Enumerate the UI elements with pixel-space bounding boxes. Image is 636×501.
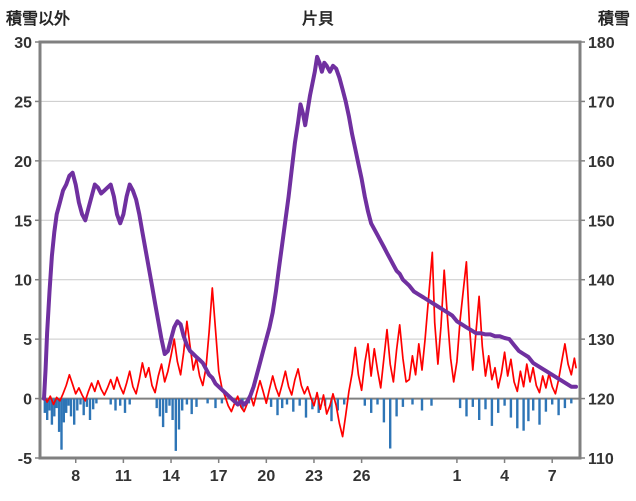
left-axis-tick: 25 — [14, 94, 32, 111]
left-axis-tick: -5 — [18, 451, 32, 468]
x-axis-tick: 26 — [353, 468, 371, 485]
left-axis-tick: 10 — [14, 273, 32, 290]
left-axis-tick: 20 — [14, 154, 32, 171]
x-axis-tick: 23 — [305, 468, 323, 485]
right-axis-tick: 130 — [588, 332, 615, 349]
red-line-series — [43, 251, 577, 438]
x-axis-tick: 17 — [210, 468, 228, 485]
left-axis-tick: 30 — [14, 35, 32, 52]
right-axis-tick: 120 — [588, 392, 615, 409]
x-axis-tick: 20 — [257, 468, 275, 485]
x-axis-tick: 1 — [452, 468, 461, 485]
blue-bars-series — [43, 398, 573, 451]
right-axis-tick: 140 — [588, 273, 615, 290]
right-axis-tick: 160 — [588, 154, 615, 171]
right-axis-tick: 180 — [588, 35, 615, 52]
plot-frame — [38, 40, 582, 460]
series-layer — [42, 54, 578, 451]
x-axis-tick: 4 — [500, 468, 509, 485]
right-axis-tick: 110 — [588, 451, 614, 468]
right-axis-tick: 150 — [588, 213, 615, 230]
left-axis-tick: 5 — [23, 332, 32, 349]
x-axis-tick: 7 — [548, 468, 557, 485]
x-axis-tick: 11 — [115, 468, 132, 485]
purple-line-series — [42, 54, 578, 407]
x-axis-tick: 8 — [71, 468, 80, 485]
left-axis-tick: 15 — [14, 213, 32, 230]
x-axis-tick: 14 — [162, 468, 180, 485]
left-axis-tick: 0 — [23, 392, 32, 409]
right-axis-tick: 170 — [588, 94, 615, 111]
